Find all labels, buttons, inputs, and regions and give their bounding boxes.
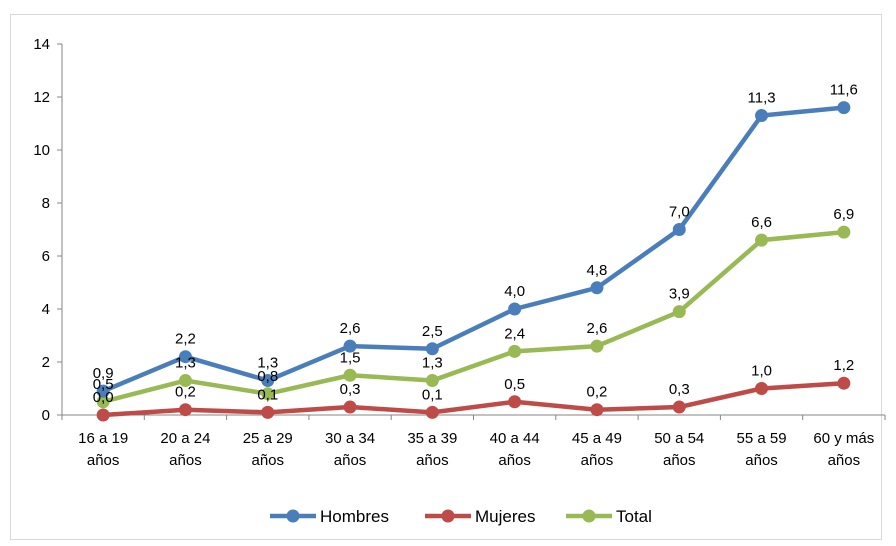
series-line-total <box>100 229 847 404</box>
legend-label-mujeres: Mujeres <box>475 507 535 526</box>
y-tick-label: 0 <box>42 407 50 424</box>
data-point-hombres <box>837 101 851 115</box>
series-line-hombres <box>100 105 847 394</box>
data-point-mujeres <box>508 395 522 409</box>
data-label-hombres: 2,6 <box>340 320 361 337</box>
legend-label-hombres: Hombres <box>320 507 389 526</box>
data-point-mujeres <box>755 382 769 395</box>
data-label-mujeres: 0,1 <box>257 386 278 403</box>
x-tick-label: 30 a 34 años <box>325 430 375 469</box>
data-point-total <box>261 387 275 401</box>
data-point-hombres <box>96 384 110 398</box>
x-tick-label: 55 a 59 años <box>737 430 787 469</box>
legend-marker-total <box>582 509 596 523</box>
data-label-total: 3,9 <box>669 286 690 303</box>
data-point-mujeres <box>590 403 604 417</box>
data-point-hombres <box>178 350 192 364</box>
data-point-total <box>508 344 522 358</box>
x-tick-label: 60 y más años <box>813 430 874 469</box>
data-label-mujeres: 0,0 <box>93 389 114 406</box>
legend: Hombres Mujeres Total <box>270 507 652 526</box>
y-tick-label: 12 <box>33 89 50 106</box>
data-label-hombres: 4,8 <box>587 262 608 279</box>
x-tick-label: 45 a 49 años <box>572 430 622 469</box>
y-tick-label: 6 <box>42 248 50 265</box>
y-tick-label: 14 <box>33 36 50 53</box>
data-label-total: 6,6 <box>751 214 772 231</box>
x-tick-label: 40 a 44 años <box>490 430 540 469</box>
data-label-hombres: 7,0 <box>669 204 690 221</box>
data-point-hombres <box>672 223 686 236</box>
data-label-total: 1,5 <box>340 349 361 366</box>
x-tick-label: 35 a 39 años <box>407 430 457 469</box>
series-layer <box>96 101 851 422</box>
data-label-hombres: 0,9 <box>93 365 114 382</box>
data-point-total <box>755 233 769 247</box>
data-point-total <box>672 305 686 319</box>
legend-marker-mujeres <box>441 509 455 523</box>
data-label-hombres: 1,3 <box>257 355 278 372</box>
data-label-total: 1,3 <box>175 355 196 372</box>
x-tick-label: 20 a 24 años <box>160 430 210 469</box>
data-point-total <box>590 339 604 353</box>
data-label-mujeres: 0,2 <box>587 384 608 401</box>
data-labels-layer: 0,9 2,2 1,3 2,6 2,5 4,0 4,8 7,0 11,3 11,6 0,0 0,2 0,… <box>93 82 858 406</box>
data-point-total <box>178 374 192 388</box>
data-point-hombres <box>755 109 769 123</box>
y-tick-label: 2 <box>42 354 50 371</box>
series-line-mujeres <box>100 380 847 418</box>
data-point-mujeres <box>261 405 275 419</box>
data-point-hombres <box>508 302 522 316</box>
data-label-hombres: 4,0 <box>504 283 525 300</box>
data-label-mujeres: 0,2 <box>175 384 196 401</box>
y-tick-label: 4 <box>42 301 50 318</box>
data-point-hombres <box>425 342 439 356</box>
data-point-total <box>96 395 110 409</box>
data-point-mujeres <box>343 400 357 414</box>
data-label-hombres: 2,5 <box>422 323 443 340</box>
data-point-total <box>837 225 851 239</box>
data-point-hombres <box>343 339 357 353</box>
data-point-hombres <box>590 281 604 295</box>
data-label-hombres: 11,6 <box>830 82 858 99</box>
data-point-mujeres <box>178 403 192 417</box>
axes: 0 2 4 6 8 10 12 14 16 a 19 años 20 a 24 años 25 a 29… <box>33 36 886 469</box>
data-label-mujeres: 1,0 <box>751 363 772 380</box>
data-label-total: 2,6 <box>587 320 608 337</box>
y-tick-label: 10 <box>33 142 50 159</box>
data-label-total: 6,9 <box>833 206 854 223</box>
data-point-mujeres <box>425 405 439 419</box>
data-label-mujeres: 0,3 <box>669 381 690 398</box>
data-label-total: 1,3 <box>422 355 443 372</box>
data-point-total <box>425 374 439 388</box>
legend-label-total: Total <box>616 507 652 526</box>
x-tick-label: 50 a 54 años <box>654 430 704 469</box>
legend-marker-hombres <box>286 509 300 523</box>
x-tick-label: 16 a 19 años <box>78 430 128 469</box>
data-label-mujeres: 0,3 <box>340 381 361 398</box>
data-point-mujeres <box>672 400 686 414</box>
data-label-total: 2,4 <box>504 325 525 342</box>
data-point-total <box>343 368 357 382</box>
data-label-mujeres: 1,2 <box>833 357 854 374</box>
data-label-mujeres: 0,5 <box>504 376 525 393</box>
data-label-total: 0,5 <box>93 376 114 393</box>
data-label-total: 0,8 <box>257 368 278 385</box>
data-label-hombres: 2,2 <box>175 331 196 348</box>
x-tick-label: 25 a 29 años <box>243 430 293 469</box>
data-label-mujeres: 0,1 <box>422 386 443 403</box>
data-point-mujeres <box>96 408 110 422</box>
data-label-hombres: 11,3 <box>748 90 776 107</box>
data-point-mujeres <box>837 376 851 390</box>
y-tick-label: 8 <box>42 195 50 212</box>
chart-frame <box>10 14 882 540</box>
data-point-hombres <box>261 374 275 388</box>
